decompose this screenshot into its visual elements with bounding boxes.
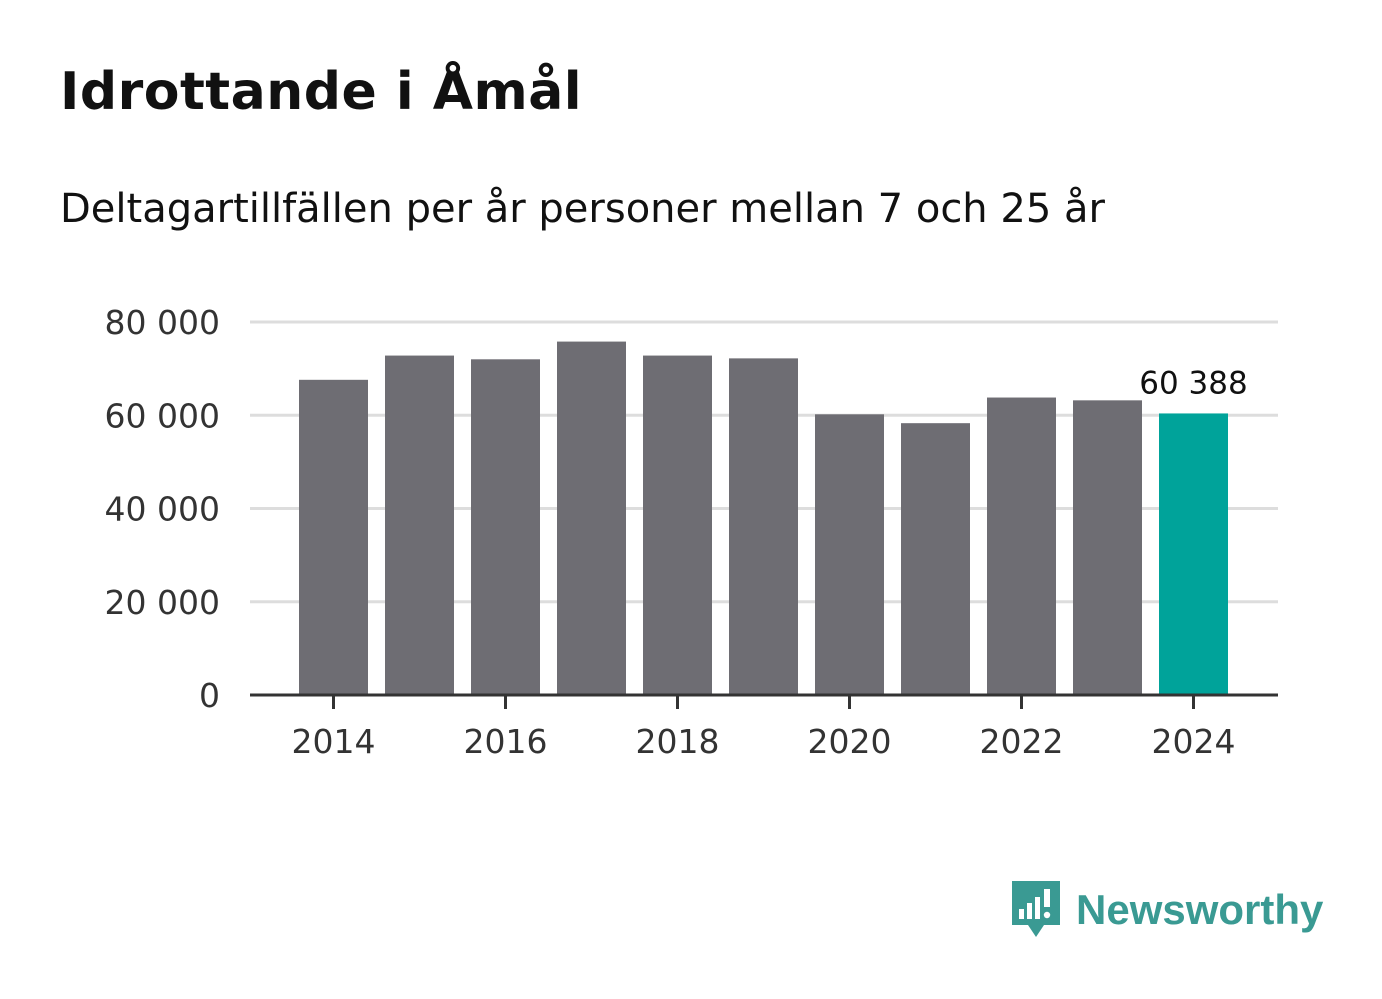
y-tick-label: 60 000 [105, 396, 220, 435]
x-tick-label: 2014 [292, 722, 376, 761]
bar-2017 [557, 341, 626, 695]
bar-2014 [299, 379, 368, 695]
bar-2020 [815, 414, 884, 695]
x-tick-label: 2016 [464, 722, 548, 761]
y-tick-label: 40 000 [105, 490, 220, 529]
bar-2019 [729, 358, 798, 695]
y-tick-label: 80 000 [105, 303, 220, 342]
y-tick-label: 20 000 [105, 583, 220, 622]
bar-2018 [643, 355, 712, 695]
x-tick-label: 2022 [980, 722, 1064, 761]
brand-name: Newsworthy [1076, 886, 1324, 933]
bar-2022 [987, 397, 1056, 695]
bar-2023 [1073, 400, 1142, 695]
newsworthy-logo-icon [1012, 881, 1060, 937]
x-tick-label: 2018 [636, 722, 720, 761]
chart-subtitle: Deltagartillfällen per år personer mella… [60, 186, 1105, 232]
bar-2024 [1159, 413, 1228, 695]
data-label: 60 388 [1139, 365, 1247, 401]
y-tick-label: 0 [199, 676, 220, 715]
bar-2016 [471, 359, 540, 695]
bar-2021 [901, 423, 970, 695]
x-tick-label: 2024 [1152, 722, 1236, 761]
brand-logo: Newsworthy [1010, 878, 1323, 942]
chart-title: Idrottande i Åmål [60, 62, 583, 122]
bar-2015 [385, 355, 454, 695]
x-tick-label: 2020 [808, 722, 892, 761]
